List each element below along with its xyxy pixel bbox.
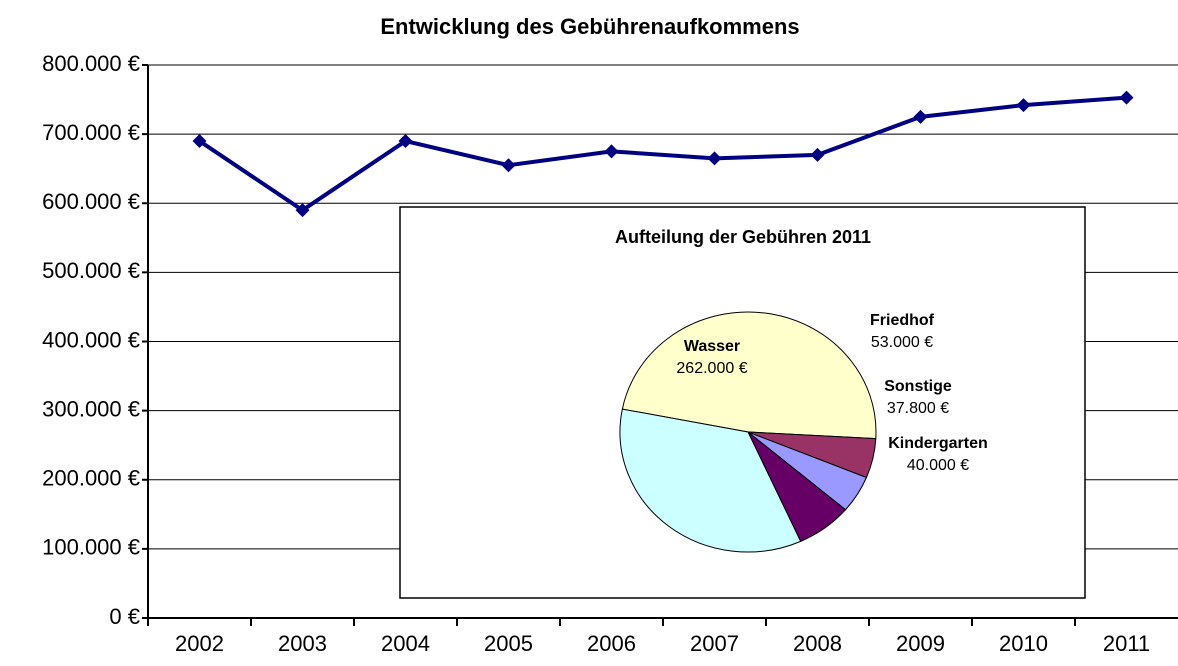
- marker: [501, 158, 516, 173]
- line-series: [198, 95, 1127, 213]
- marker: [1119, 90, 1134, 105]
- marker: [295, 203, 310, 218]
- y-tick-label: 100.000 €: [42, 535, 140, 560]
- x-tick-label: 2004: [381, 631, 430, 656]
- slice-name: Wasser: [684, 338, 740, 355]
- chart-title: Entwicklung des Gebührenaufkommens: [380, 14, 799, 39]
- slice-value: 53.000 €: [871, 334, 933, 351]
- slice-value: 40.000 €: [907, 457, 969, 474]
- marker: [707, 151, 722, 166]
- slice-value: 262.000 €: [676, 360, 747, 377]
- x-tick-label: 2007: [690, 631, 739, 656]
- marker: [1016, 98, 1031, 113]
- slice-name: Friedhof: [870, 312, 935, 329]
- pie-title: Aufteilung der Gebühren 2011: [615, 227, 871, 247]
- x-tick-label: 2008: [793, 631, 842, 656]
- y-tick-label: 800.000 €: [42, 51, 140, 76]
- pie-slice: [621, 311, 877, 440]
- marker: [810, 147, 825, 162]
- marker: [913, 109, 928, 124]
- slice-value: 37.800 €: [887, 400, 949, 417]
- y-tick-label: 600.000 €: [42, 189, 140, 214]
- x-tick-label: 2010: [999, 631, 1048, 656]
- x-tick-label: 2006: [587, 631, 636, 656]
- marker: [192, 134, 207, 149]
- y-tick-label: 300.000 €: [42, 396, 140, 421]
- x-tick-label: 2005: [484, 631, 533, 656]
- y-tick-label: 500.000 €: [42, 258, 140, 283]
- y-tick-label: 200.000 €: [42, 466, 140, 491]
- x-tick-label: 2002: [175, 631, 224, 656]
- slice-name: Kindergarten: [888, 435, 988, 452]
- y-tick-label: 700.000 €: [42, 120, 140, 145]
- x-tick-label: 2003: [278, 631, 327, 656]
- marker: [604, 144, 619, 159]
- y-tick-label: 0 €: [109, 604, 140, 629]
- slice-name: Sonstige: [884, 378, 952, 395]
- x-tick-label: 2009: [896, 631, 945, 656]
- pie-slice: [619, 408, 802, 553]
- y-tick-label: 400.000 €: [42, 327, 140, 352]
- marker: [398, 134, 413, 149]
- x-tick-label: 2011: [1103, 631, 1150, 656]
